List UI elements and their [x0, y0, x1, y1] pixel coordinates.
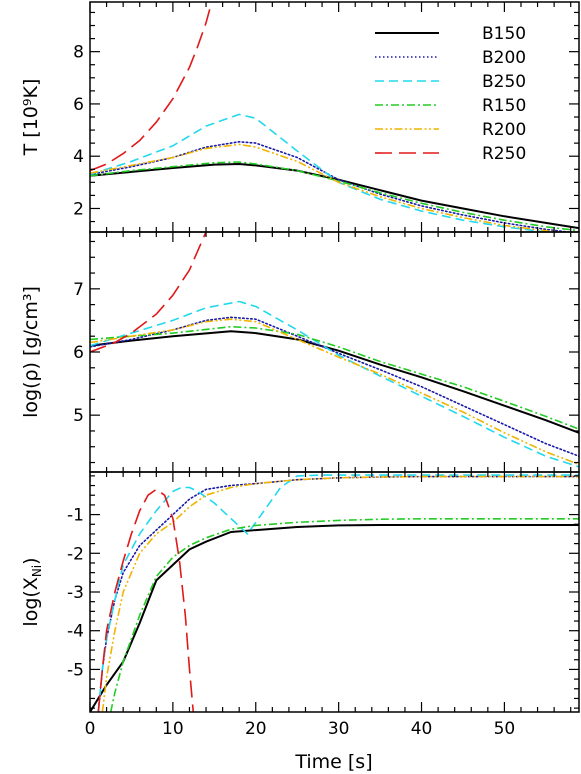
temperature-series-group [90, 2, 579, 232]
legend-label-b200: B200 [482, 48, 526, 68]
density-ytick-label: 6 [73, 343, 84, 363]
legend-label-b250: B250 [482, 72, 526, 92]
temperature-ytick-label: 2 [73, 199, 84, 219]
legend-label-r250: R250 [482, 144, 526, 164]
x-axis-label: Time [s] [294, 751, 372, 773]
temperature-ytick-label: 6 [73, 95, 84, 115]
y-axis-label-nickel-sub: Ni [30, 565, 44, 577]
series-line-nickel-r200 [101, 475, 579, 712]
temperature-ytick-label: 8 [73, 43, 84, 63]
series-line-nickel-r150 [109, 518, 579, 712]
y-axis-label-nickel: log(XNi) [20, 557, 44, 626]
density-ytick-label: 7 [73, 280, 84, 300]
nickel-ytick-label: -1 [67, 506, 84, 526]
nickel-ytick-label: -2 [67, 544, 84, 564]
series-line-density-b250 [90, 300, 579, 468]
series-line-density-r150 [90, 325, 579, 430]
series-line-density-b200 [90, 316, 579, 457]
xtick-label: 10 [162, 719, 184, 739]
series-line-temperature-r200 [90, 143, 564, 232]
series-line-nickel-r250 [97, 488, 195, 712]
legend: B150 B200 B250 R150 R200 R250 [375, 24, 526, 164]
series-line-density-r250 [90, 232, 207, 353]
xtick-label: 40 [411, 719, 433, 739]
y-axis-label-nickel-main: log(X [20, 577, 42, 626]
series-line-temperature-b200 [90, 141, 575, 232]
series-line-temperature-b150 [90, 163, 579, 230]
density-frame [89, 231, 580, 473]
density-series-group [90, 232, 579, 468]
density-ytick-label: 5 [73, 406, 84, 426]
legend-label-b150: B150 [482, 24, 526, 44]
nickel-ytick-label: -3 [67, 583, 84, 603]
series-line-nickel-b150 [90, 524, 579, 712]
nickel-ytick-label: -4 [67, 622, 84, 642]
nickel-ytick-label: -5 [67, 660, 84, 680]
series-line-temperature-b250 [90, 113, 557, 232]
density-panel: 5 6 7 [73, 231, 580, 473]
series-line-temperature-r250 [90, 2, 213, 172]
xtick-label: 20 [245, 719, 267, 739]
series-line-density-r200 [90, 318, 579, 466]
series-line-nickel-b200 [97, 475, 579, 712]
nickel-frame [89, 471, 580, 713]
nickel-series-group [90, 474, 579, 712]
temperature-ytick-label: 4 [73, 147, 84, 167]
y-axis-label-nickel-close: ) [20, 557, 42, 564]
nickel-fraction-panel: -5 -4 -3 -2 -1 0 10 20 30 40 50 [67, 471, 580, 739]
legend-label-r200: R200 [482, 120, 526, 140]
series-line-density-b150 [90, 330, 579, 434]
xtick-label: 30 [328, 719, 350, 739]
y-axis-label-density: log(ρ) [g/cm³] [20, 286, 42, 418]
xtick-label: 50 [494, 719, 516, 739]
xtick-label: 0 [85, 719, 96, 739]
series-line-nickel-b250 [97, 474, 579, 712]
series-line-temperature-r150 [90, 161, 579, 232]
y-axis-label-temperature: T [10⁹K] [20, 79, 42, 157]
legend-label-r150: R150 [482, 96, 526, 116]
